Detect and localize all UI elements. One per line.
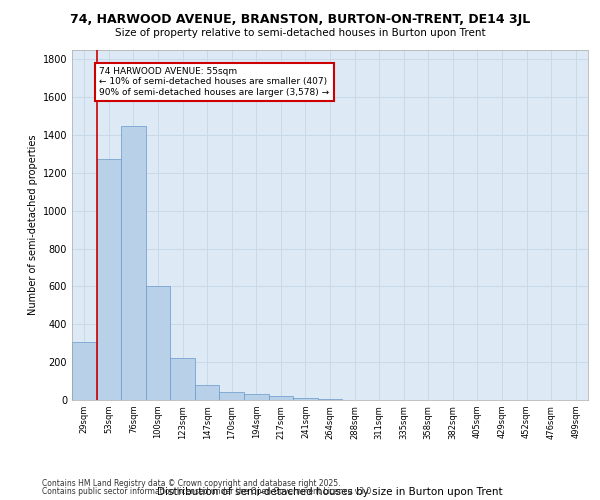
Text: 74, HARWOOD AVENUE, BRANSTON, BURTON-ON-TRENT, DE14 3JL: 74, HARWOOD AVENUE, BRANSTON, BURTON-ON-…	[70, 12, 530, 26]
Bar	[146, 286, 170, 400]
Bar	[269, 396, 293, 400]
Y-axis label: Number of semi-detached properties: Number of semi-detached properties	[28, 134, 38, 316]
Bar	[170, 358, 195, 400]
Text: Size of property relative to semi-detached houses in Burton upon Trent: Size of property relative to semi-detach…	[115, 28, 485, 38]
Text: Contains public sector information licensed under the Open Government Licence v3: Contains public sector information licen…	[42, 487, 374, 496]
Bar	[121, 126, 146, 400]
X-axis label: Distribution of semi-detached houses by size in Burton upon Trent: Distribution of semi-detached houses by …	[157, 488, 503, 498]
Bar	[97, 159, 121, 400]
Text: 74 HARWOOD AVENUE: 55sqm
← 10% of semi-detached houses are smaller (407)
90% of : 74 HARWOOD AVENUE: 55sqm ← 10% of semi-d…	[99, 67, 329, 97]
Bar	[72, 342, 97, 400]
Bar	[293, 398, 318, 400]
Bar	[195, 385, 220, 400]
Bar	[220, 392, 244, 400]
Bar	[318, 399, 342, 400]
Bar	[244, 394, 269, 400]
Text: Contains HM Land Registry data © Crown copyright and database right 2025.: Contains HM Land Registry data © Crown c…	[42, 478, 341, 488]
